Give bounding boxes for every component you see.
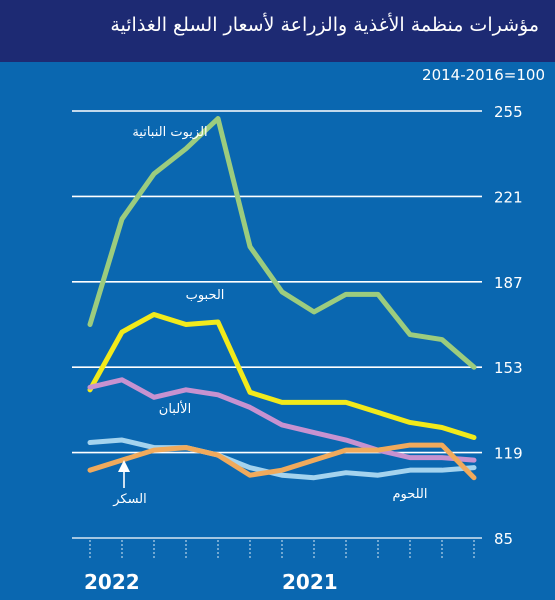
year-label-2022: 2022 bbox=[84, 570, 140, 594]
series-label-3: اللحوم bbox=[392, 487, 427, 502]
series-label-1: الحبوب bbox=[186, 288, 225, 303]
y-tick-label-255: 255 bbox=[494, 103, 523, 121]
series-line-2 bbox=[87, 377, 477, 463]
series-line-1 bbox=[87, 311, 477, 441]
y-tick-label-119: 119 bbox=[494, 445, 523, 463]
series-line-3 bbox=[87, 437, 477, 481]
y-tick-label-221: 221 bbox=[494, 188, 523, 206]
y-tick-label-187: 187 bbox=[494, 274, 523, 292]
sugar-arrow-head bbox=[118, 460, 130, 472]
series-line-4 bbox=[87, 442, 477, 481]
series-label-4: السكر bbox=[112, 492, 147, 507]
y-tick-label-153: 153 bbox=[494, 359, 523, 377]
chart-title: مؤشرات منظمة الأغذية والزراعة لأسعار الس… bbox=[110, 14, 539, 36]
chart-header: مؤشرات منظمة الأغذية والزراعة لأسعار الس… bbox=[0, 0, 555, 62]
year-label-2021: 2021 bbox=[282, 570, 338, 594]
index-base-label: 2014-2016=100 bbox=[422, 66, 545, 84]
y-tick-label-85: 85 bbox=[494, 530, 513, 548]
series-label-0: الزيوت النباتية bbox=[132, 125, 207, 140]
series-line-0 bbox=[87, 116, 477, 370]
series-label-2: الألبان bbox=[159, 400, 191, 417]
